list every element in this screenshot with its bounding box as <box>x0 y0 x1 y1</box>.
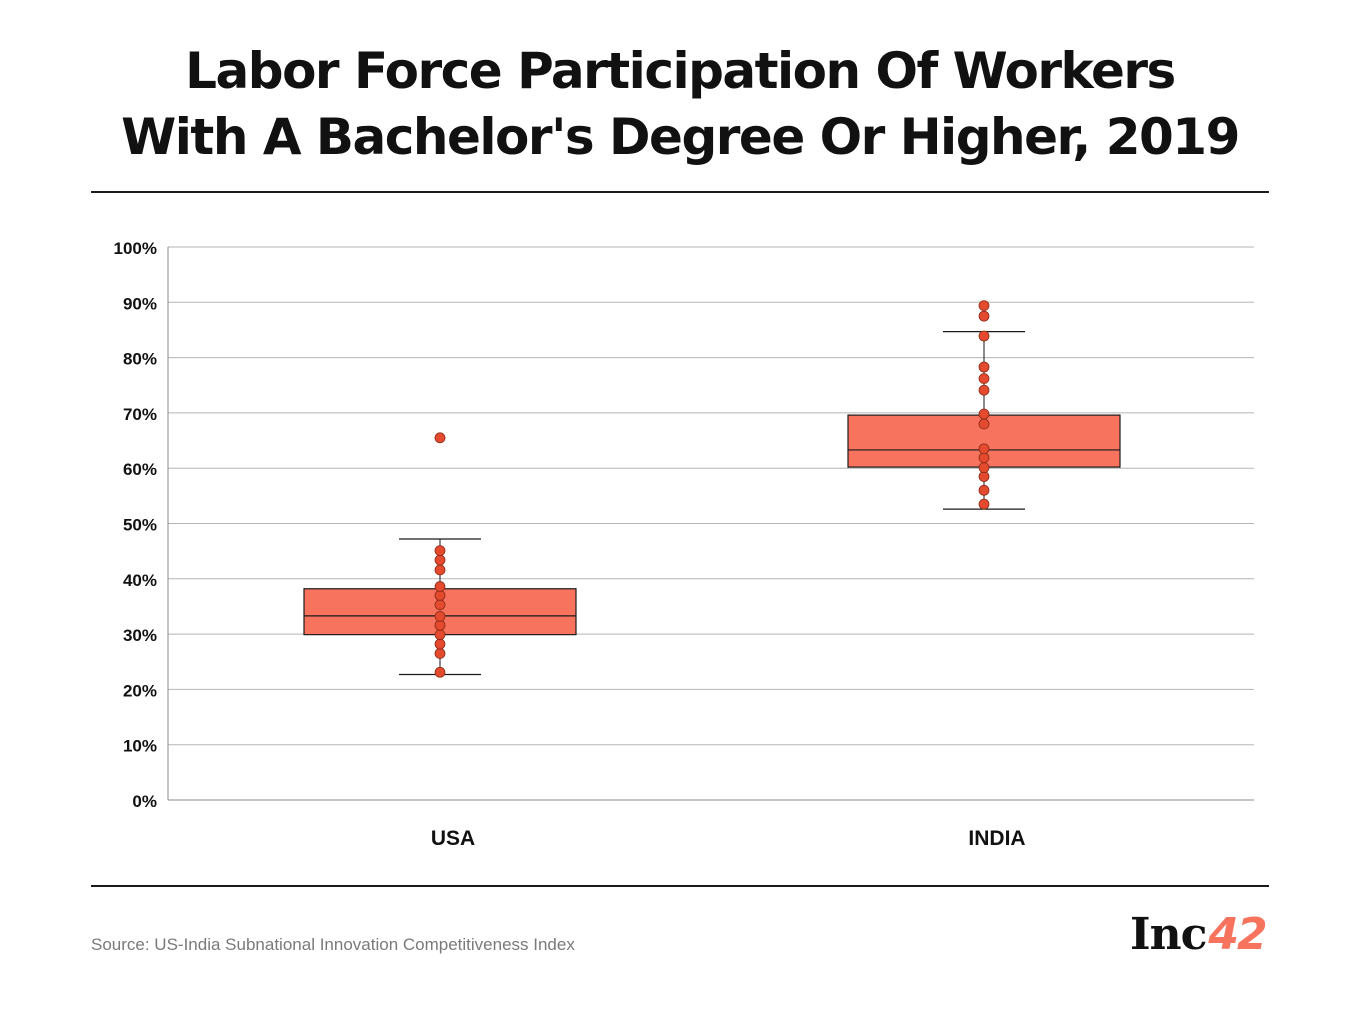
data-point <box>978 300 990 312</box>
y-tick-label: 90% <box>123 294 157 313</box>
data-point <box>978 310 990 322</box>
data-point <box>434 666 446 678</box>
y-tick-label: 80% <box>123 350 157 369</box>
data-point <box>978 484 990 496</box>
data-point <box>978 384 990 396</box>
y-tick-label: 70% <box>123 405 157 424</box>
y-tick-label: 20% <box>123 681 157 700</box>
data-point <box>978 443 990 455</box>
logo-number: 42 <box>1208 909 1267 960</box>
data-point <box>978 408 990 420</box>
data-point <box>434 599 446 611</box>
data-point <box>434 638 446 650</box>
chart-title: Labor Force Participation Of Workers Wit… <box>0 38 1360 170</box>
y-tick-label: 0% <box>132 792 157 811</box>
y-tick-label: 100% <box>114 239 157 258</box>
y-tick-label: 50% <box>123 516 157 535</box>
data-point <box>434 629 446 641</box>
data-point <box>434 432 446 444</box>
x-category-label: USA <box>431 827 475 850</box>
y-tick-label: 60% <box>123 460 157 479</box>
data-point <box>434 611 446 622</box>
data-point <box>978 462 990 474</box>
data-point <box>434 564 446 576</box>
data-point <box>978 373 990 385</box>
y-tick-label: 10% <box>123 737 157 756</box>
y-tick-label: 40% <box>123 571 157 590</box>
data-point <box>434 554 446 566</box>
data-point <box>434 581 446 592</box>
data-point <box>978 418 990 430</box>
inc42-logo: Inc 42 <box>1130 909 1268 960</box>
bottom-divider <box>91 885 1269 887</box>
title-line-2: With A Bachelor's Degree Or Higher, 2019 <box>121 108 1240 166</box>
data-point <box>434 545 446 556</box>
title-line-1: Labor Force Participation Of Workers <box>185 42 1176 100</box>
x-category-label: INDIA <box>968 827 1025 850</box>
data-point <box>978 361 990 373</box>
source-note: Source: US-India Subnational Innovation … <box>91 935 575 954</box>
top-divider <box>91 191 1269 193</box>
y-tick-label: 30% <box>123 626 157 645</box>
logo-text: Inc <box>1130 909 1207 960</box>
data-point <box>434 648 446 659</box>
data-point <box>978 498 990 510</box>
data-point <box>978 330 990 342</box>
box-plot-chart: 0% 10% 20% 30% 40% 50% 60% 70% 80% 90% 100% USA INDI… <box>114 239 1254 850</box>
